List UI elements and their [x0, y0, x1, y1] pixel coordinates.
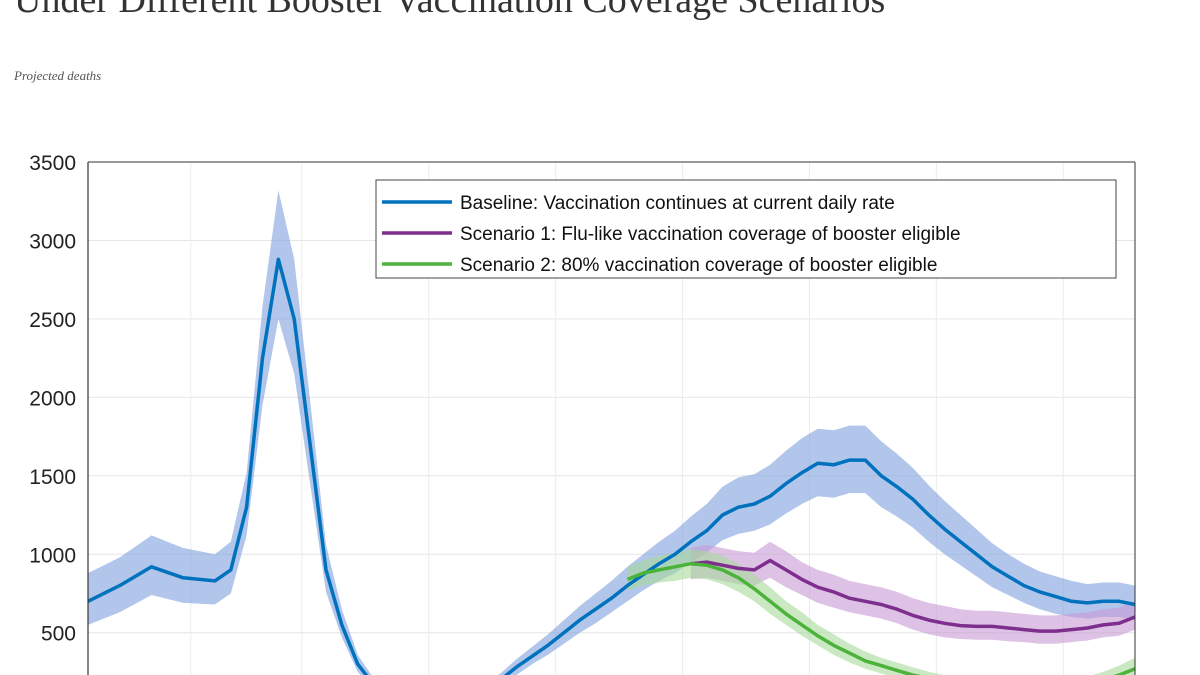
series-line-3 — [626, 561, 1136, 675]
legend-label-3: Scenario 2: 80% vaccination coverage of … — [460, 255, 937, 276]
page-title: Under Different Booster Vaccination Cove… — [14, 0, 886, 21]
series-lines — [87, 257, 1136, 675]
y-tick-label: 1500 — [29, 466, 76, 489]
confidence-band-series-2 — [690, 541, 1135, 644]
axes — [87, 161, 1136, 675]
y-tick-label: 3000 — [29, 230, 76, 253]
series-line-2 — [690, 558, 1136, 633]
y-tick-label: 2500 — [29, 309, 76, 332]
legend-box — [375, 179, 1117, 279]
y-tick-label: 500 — [41, 623, 76, 646]
confidence-band-series-3 — [627, 549, 1135, 675]
y-tick-label: 3500 — [29, 152, 76, 175]
confidence-bands — [88, 190, 1135, 675]
y-tick-label: 1000 — [29, 544, 76, 567]
legend: Baseline: Vaccination continues at curre… — [375, 179, 1117, 279]
page-subtitle: Projected deaths — [14, 68, 102, 83]
legend-label-2: Scenario 1: Flu-like vaccination coverag… — [460, 224, 961, 245]
y-tick-labels: 500 1000 1500 2000 2500 3000 3500 — [29, 152, 76, 646]
legend-label-1: Baseline: Vaccination continues at curre… — [460, 193, 895, 214]
y-tick-label: 2000 — [29, 387, 76, 410]
